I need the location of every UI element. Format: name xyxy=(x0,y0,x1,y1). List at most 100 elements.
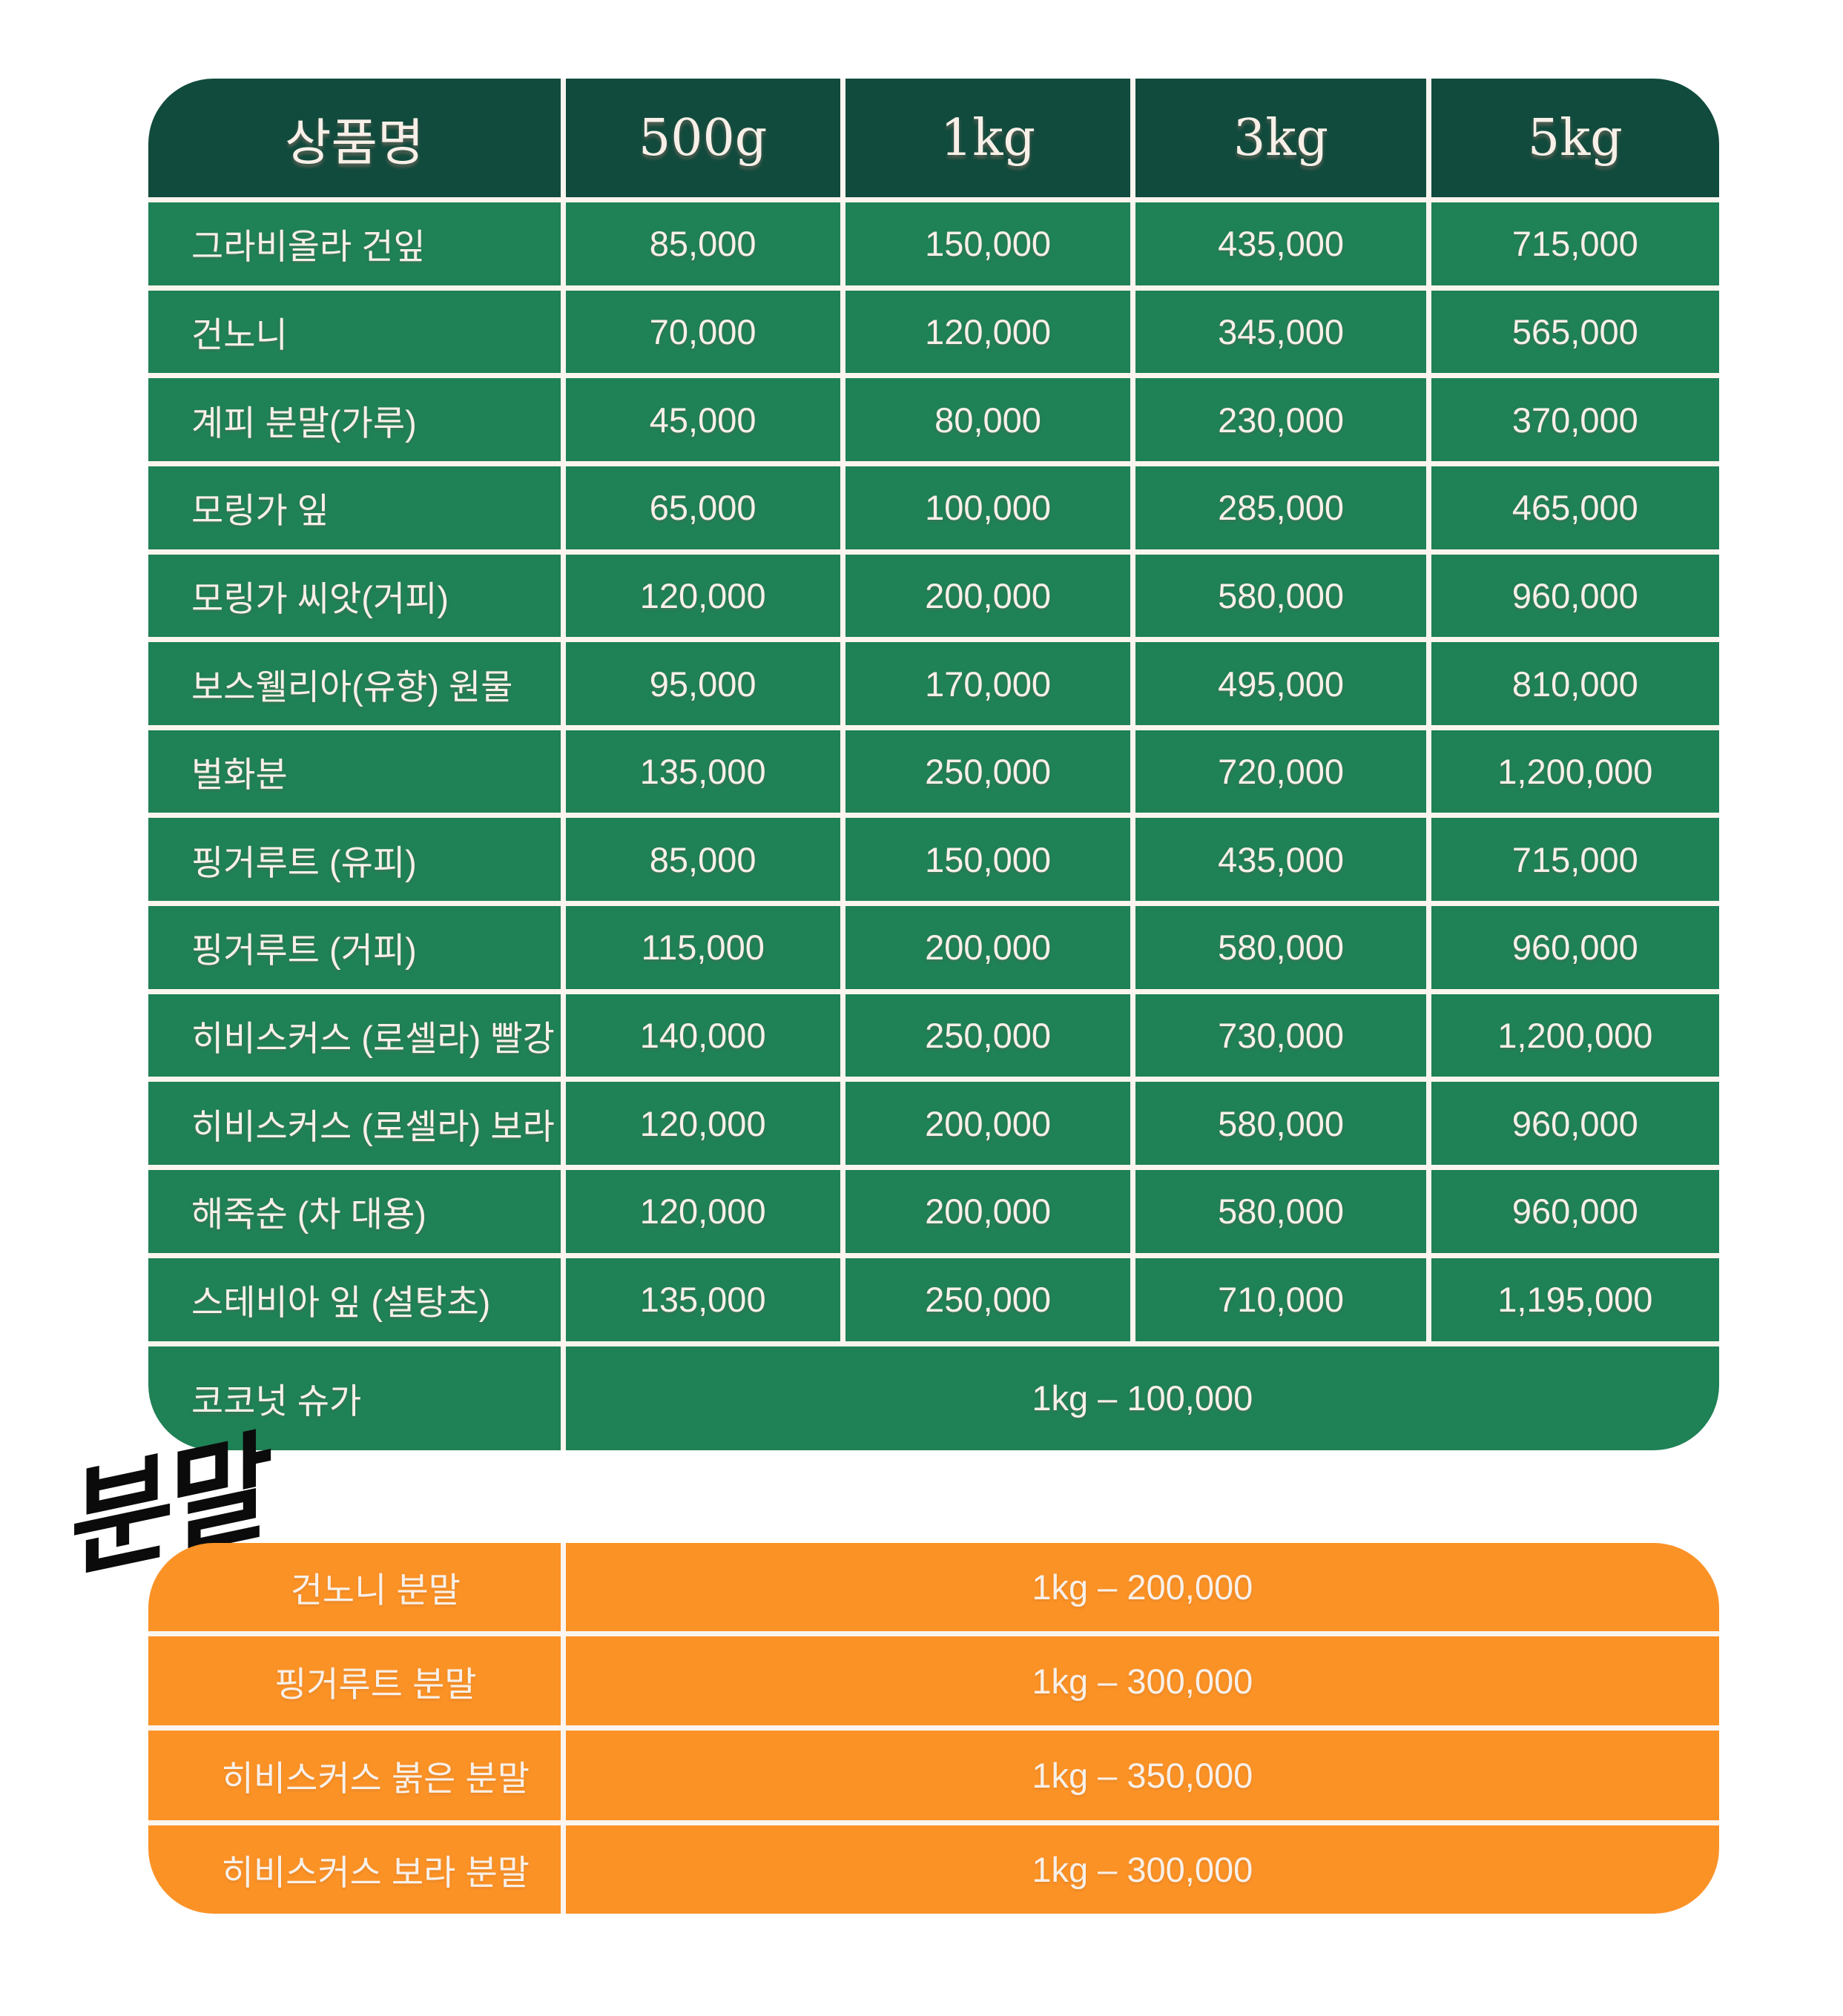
price-cell: 580,000 xyxy=(1130,1077,1429,1168)
table-row: 히비스커스 붉은 분말 1kg – 350,000 xyxy=(148,1725,1719,1823)
price-cell: 135,000 xyxy=(560,1252,843,1344)
price-cell: 435,000 xyxy=(1130,813,1429,904)
table-row: 핑거루트 (거피) 115,000 200,000 580,000 960,00… xyxy=(148,901,1719,992)
price-cell: 85,000 xyxy=(560,197,843,288)
price-cell: 1kg – 300,000 xyxy=(560,1630,1719,1728)
table-row: 핑거루트 (유피) 85,000 150,000 435,000 715,000 xyxy=(148,813,1719,904)
price-cell: 200,000 xyxy=(840,549,1133,640)
price-cell: 1kg – 200,000 xyxy=(560,1543,1719,1634)
product-name-cell: 히비스커스 (로셀라) 빨강 xyxy=(148,988,564,1080)
price-cell: 230,000 xyxy=(1130,373,1429,464)
price-cell: 1,200,000 xyxy=(1425,724,1719,816)
col-header-3kg: 3kg xyxy=(1130,79,1429,200)
table-row: 스테비아 잎 (설탕초) 135,000 250,000 710,000 1,1… xyxy=(148,1252,1719,1344)
price-cell: 65,000 xyxy=(560,460,843,552)
price-cell: 95,000 xyxy=(560,637,843,728)
table-row-merged: 코코넛 슈가 1kg – 100,000 xyxy=(148,1341,1719,1450)
price-cell: 1kg – 350,000 xyxy=(560,1725,1719,1823)
price-cell: 345,000 xyxy=(1130,285,1429,376)
powder-table-grid: 건노니 분말 1kg – 200,000 핑거루트 분말 1kg – 300,0… xyxy=(148,1543,1719,1914)
price-cell: 730,000 xyxy=(1130,988,1429,1080)
price-cell: 120,000 xyxy=(560,1077,843,1168)
price-cell: 250,000 xyxy=(840,1252,1133,1344)
product-name-cell: 히비스커스 (로셀라) 보라 xyxy=(148,1077,564,1168)
price-cell: 150,000 xyxy=(840,197,1133,288)
price-cell: 80,000 xyxy=(840,373,1133,464)
product-name-cell: 모링가 잎 xyxy=(148,460,564,552)
table-row: 계피 분말(가루) 45,000 80,000 230,000 370,000 xyxy=(148,373,1719,464)
price-cell: 100,000 xyxy=(840,460,1133,552)
col-header-1kg: 1kg xyxy=(840,79,1133,200)
product-name-cell: 계피 분말(가루) xyxy=(148,373,564,464)
product-name-cell: 보스웰리아(유향) 원물 xyxy=(148,637,564,728)
price-cell: 580,000 xyxy=(1130,549,1429,640)
product-name-cell: 모링가 씨앗(거피) xyxy=(148,549,564,640)
price-cell: 715,000 xyxy=(1425,813,1719,904)
product-name-cell: 건노니 분말 xyxy=(148,1543,564,1634)
table-row: 핑거루트 분말 1kg – 300,000 xyxy=(148,1630,1719,1728)
price-cell: 1,200,000 xyxy=(1425,988,1719,1080)
price-cell: 200,000 xyxy=(840,1077,1133,1168)
product-name-cell: 히비스커스 보라 분말 xyxy=(148,1820,564,1914)
price-cell: 710,000 xyxy=(1130,1252,1429,1344)
col-header-500g: 500g xyxy=(560,79,843,200)
price-cell: 285,000 xyxy=(1130,460,1429,552)
product-name-cell: 스테비아 잎 (설탕초) xyxy=(148,1252,564,1344)
col-header-5kg: 5kg xyxy=(1425,79,1719,200)
price-cell: 1kg – 300,000 xyxy=(560,1820,1719,1914)
price-cell: 435,000 xyxy=(1130,197,1429,288)
price-cell: 250,000 xyxy=(840,724,1133,816)
table-row: 히비스커스 (로셀라) 보라 120,000 200,000 580,000 9… xyxy=(148,1077,1719,1168)
price-cell: 960,000 xyxy=(1425,1165,1719,1256)
table-row: 건노니 분말 1kg – 200,000 xyxy=(148,1543,1719,1634)
price-cell: 715,000 xyxy=(1425,197,1719,288)
table-row: 건노니 70,000 120,000 345,000 565,000 xyxy=(148,285,1719,376)
product-name-cell: 핑거루트 분말 xyxy=(148,1630,564,1728)
price-cell: 85,000 xyxy=(560,813,843,904)
table-row: 해죽순 (차 대용) 120,000 200,000 580,000 960,0… xyxy=(148,1165,1719,1256)
price-cell: 140,000 xyxy=(560,988,843,1080)
merged-price-cell: 1kg – 100,000 xyxy=(560,1341,1719,1450)
price-cell: 810,000 xyxy=(1425,637,1719,728)
table-row: 그라비올라 건잎 85,000 150,000 435,000 715,000 xyxy=(148,197,1719,288)
powder-table: 건노니 분말 1kg – 200,000 핑거루트 분말 1kg – 300,0… xyxy=(148,1543,1719,1914)
product-name-cell: 건노니 xyxy=(148,285,564,376)
price-cell: 170,000 xyxy=(840,637,1133,728)
product-name-cell: 핑거루트 (거피) xyxy=(148,901,564,992)
table-row: 보스웰리아(유향) 원물 95,000 170,000 495,000 810,… xyxy=(148,637,1719,728)
price-cell: 120,000 xyxy=(840,285,1133,376)
price-cell: 135,000 xyxy=(560,724,843,816)
price-cell: 370,000 xyxy=(1425,373,1719,464)
price-cell: 120,000 xyxy=(560,1165,843,1256)
table-row: 히비스커스 보라 분말 1kg – 300,000 xyxy=(148,1820,1719,1914)
header-row: 상품명 500g 1kg 3kg 5kg xyxy=(148,79,1719,200)
price-table-grid: 상품명 500g 1kg 3kg 5kg 그라비올라 건잎 85,000 150… xyxy=(148,79,1719,1450)
product-name-cell: 해죽순 (차 대용) xyxy=(148,1165,564,1256)
product-name-cell: 벌화분 xyxy=(148,724,564,816)
product-name-cell: 코코넛 슈가 xyxy=(148,1341,564,1450)
price-cell: 465,000 xyxy=(1425,460,1719,552)
price-cell: 115,000 xyxy=(560,901,843,992)
price-cell: 200,000 xyxy=(840,901,1133,992)
table-row: 벌화분 135,000 250,000 720,000 1,200,000 xyxy=(148,724,1719,816)
table-row: 히비스커스 (로셀라) 빨강 140,000 250,000 730,000 1… xyxy=(148,988,1719,1080)
price-cell: 720,000 xyxy=(1130,724,1429,816)
col-header-product-name: 상품명 xyxy=(148,79,564,200)
price-cell: 960,000 xyxy=(1425,549,1719,640)
price-cell: 250,000 xyxy=(840,988,1133,1080)
price-cell: 45,000 xyxy=(560,373,843,464)
price-cell: 200,000 xyxy=(840,1165,1133,1256)
price-cell: 1,195,000 xyxy=(1425,1252,1719,1344)
product-name-cell: 그라비올라 건잎 xyxy=(148,197,564,288)
price-cell: 960,000 xyxy=(1425,901,1719,992)
price-cell: 960,000 xyxy=(1425,1077,1719,1168)
price-cell: 120,000 xyxy=(560,549,843,640)
price-cell: 495,000 xyxy=(1130,637,1429,728)
product-name-cell: 히비스커스 붉은 분말 xyxy=(148,1725,564,1823)
price-cell: 580,000 xyxy=(1130,901,1429,992)
product-name-cell: 핑거루트 (유피) xyxy=(148,813,564,904)
price-table: 상품명 500g 1kg 3kg 5kg 그라비올라 건잎 85,000 150… xyxy=(148,79,1719,1450)
price-cell: 565,000 xyxy=(1425,285,1719,376)
price-cell: 150,000 xyxy=(840,813,1133,904)
price-cell: 580,000 xyxy=(1130,1165,1429,1256)
